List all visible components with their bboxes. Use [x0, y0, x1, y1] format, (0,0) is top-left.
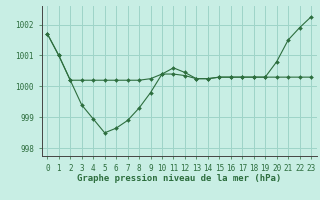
X-axis label: Graphe pression niveau de la mer (hPa): Graphe pression niveau de la mer (hPa) — [77, 174, 281, 183]
